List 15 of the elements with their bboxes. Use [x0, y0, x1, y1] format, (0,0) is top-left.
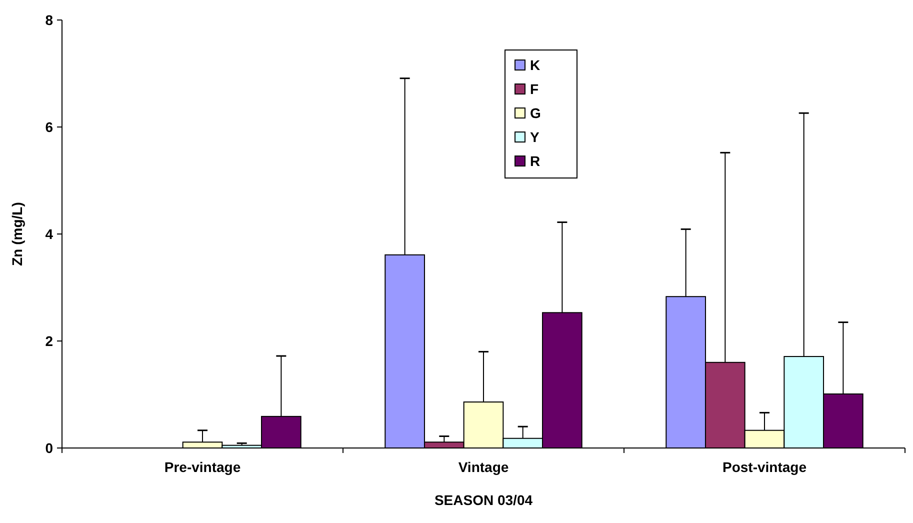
legend-label: Y [530, 129, 540, 145]
y-tick-label: 6 [45, 118, 54, 135]
legend-label: G [530, 105, 541, 121]
x-tick-label: Vintage [458, 459, 509, 475]
x-axis-title: SEASON 03/04 [434, 492, 533, 508]
x-tick-label: Post-vintage [722, 459, 807, 475]
y-tick-label: 2 [45, 332, 54, 349]
x-tick-label: Pre-vintage [164, 459, 241, 475]
legend-label: F [530, 81, 539, 97]
y-axis-title: Zn (mg/L) [9, 202, 25, 266]
legend-label: R [530, 153, 540, 169]
legend-label: K [530, 57, 540, 73]
y-tick-label: 4 [45, 226, 54, 242]
y-tick-label: 8 [45, 12, 54, 28]
y-tick-label: 0 [45, 440, 54, 456]
